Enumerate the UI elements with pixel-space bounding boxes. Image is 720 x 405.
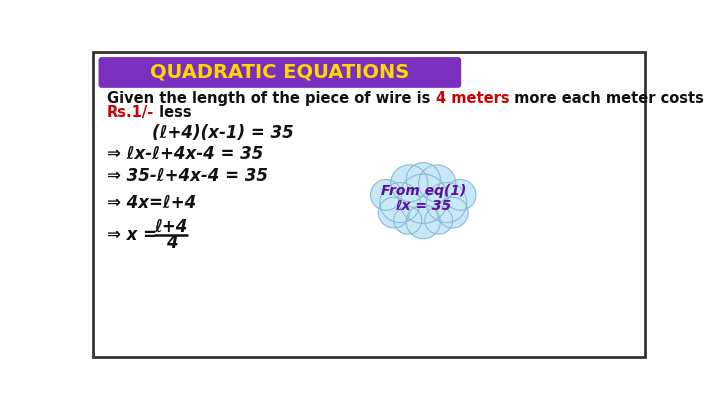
Circle shape	[394, 207, 422, 234]
Circle shape	[391, 165, 428, 202]
FancyBboxPatch shape	[99, 57, 462, 88]
Circle shape	[406, 205, 441, 239]
Text: less: less	[154, 105, 192, 120]
Circle shape	[445, 179, 476, 210]
Text: (ℓ+4)(x-1) = 35: (ℓ+4)(x-1) = 35	[152, 124, 294, 142]
Text: Given the length of the piece of wire is: Given the length of the piece of wire is	[107, 91, 436, 106]
Text: QUADRATIC EQUATIONS: QUADRATIC EQUATIONS	[150, 63, 410, 82]
Text: ⇒ x =: ⇒ x =	[107, 226, 163, 244]
Circle shape	[371, 179, 402, 210]
Text: From eq(1): From eq(1)	[381, 184, 466, 198]
FancyBboxPatch shape	[93, 52, 645, 357]
Text: 4: 4	[166, 234, 177, 252]
Text: ⇒ 4x=ℓ+4: ⇒ 4x=ℓ+4	[107, 194, 197, 211]
Text: more each meter costs: more each meter costs	[509, 91, 704, 106]
Circle shape	[380, 183, 420, 223]
Text: Rs.1/-: Rs.1/-	[107, 105, 154, 120]
Circle shape	[378, 197, 409, 228]
Text: ⇒ ℓx-ℓ+4x-4 = 35: ⇒ ℓx-ℓ+4x-4 = 35	[107, 145, 264, 163]
Circle shape	[418, 165, 456, 202]
Circle shape	[398, 174, 448, 224]
Text: ℓx = 35: ℓx = 35	[395, 199, 451, 213]
Circle shape	[406, 162, 441, 196]
Circle shape	[437, 197, 468, 228]
Circle shape	[426, 183, 467, 223]
Circle shape	[425, 207, 453, 234]
Text: ℓ+4: ℓ+4	[155, 217, 188, 235]
Text: 4 meters: 4 meters	[436, 91, 509, 106]
Text: ⇒ 35-ℓ+4x-4 = 35: ⇒ 35-ℓ+4x-4 = 35	[107, 166, 268, 185]
